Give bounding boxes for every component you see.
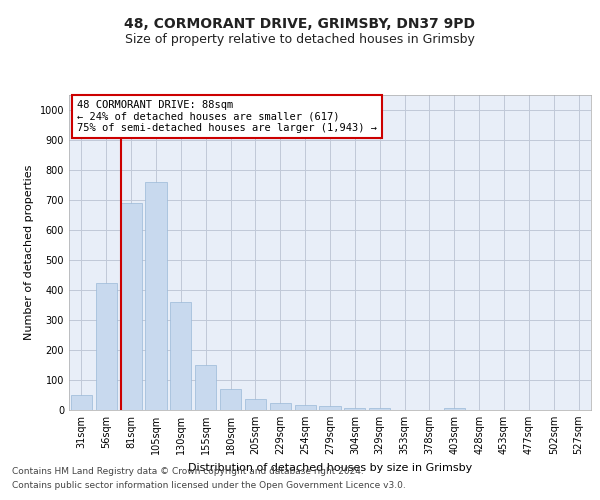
Text: Contains HM Land Registry data © Crown copyright and database right 2024.: Contains HM Land Registry data © Crown c… bbox=[12, 467, 364, 476]
Bar bbox=[444, 408, 465, 410]
Bar bbox=[295, 404, 316, 410]
Bar bbox=[319, 406, 341, 410]
Bar bbox=[369, 408, 390, 410]
Text: Size of property relative to detached houses in Grimsby: Size of property relative to detached ho… bbox=[125, 32, 475, 46]
Bar bbox=[270, 402, 291, 410]
Text: Contains public sector information licensed under the Open Government Licence v3: Contains public sector information licen… bbox=[12, 481, 406, 490]
Bar bbox=[170, 302, 191, 410]
Y-axis label: Number of detached properties: Number of detached properties bbox=[24, 165, 34, 340]
Bar bbox=[121, 203, 142, 410]
Bar bbox=[145, 182, 167, 410]
Bar bbox=[71, 395, 92, 410]
Bar bbox=[195, 365, 216, 410]
Text: 48 CORMORANT DRIVE: 88sqm
← 24% of detached houses are smaller (617)
75% of semi: 48 CORMORANT DRIVE: 88sqm ← 24% of detac… bbox=[77, 100, 377, 133]
Bar bbox=[245, 398, 266, 410]
Bar bbox=[344, 408, 365, 410]
Bar bbox=[220, 389, 241, 410]
X-axis label: Distribution of detached houses by size in Grimsby: Distribution of detached houses by size … bbox=[188, 462, 472, 472]
Text: 48, CORMORANT DRIVE, GRIMSBY, DN37 9PD: 48, CORMORANT DRIVE, GRIMSBY, DN37 9PD bbox=[125, 18, 476, 32]
Bar bbox=[96, 282, 117, 410]
